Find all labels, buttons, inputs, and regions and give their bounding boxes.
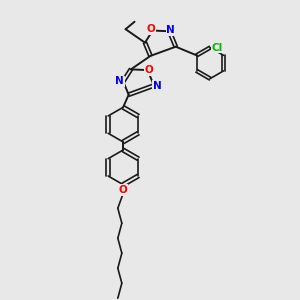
Text: O: O	[145, 65, 153, 75]
Text: O: O	[119, 185, 128, 195]
Text: N: N	[115, 76, 124, 86]
Text: N: N	[153, 80, 161, 91]
Text: Cl: Cl	[212, 43, 223, 52]
Text: O: O	[147, 24, 156, 34]
Text: N: N	[167, 25, 175, 35]
